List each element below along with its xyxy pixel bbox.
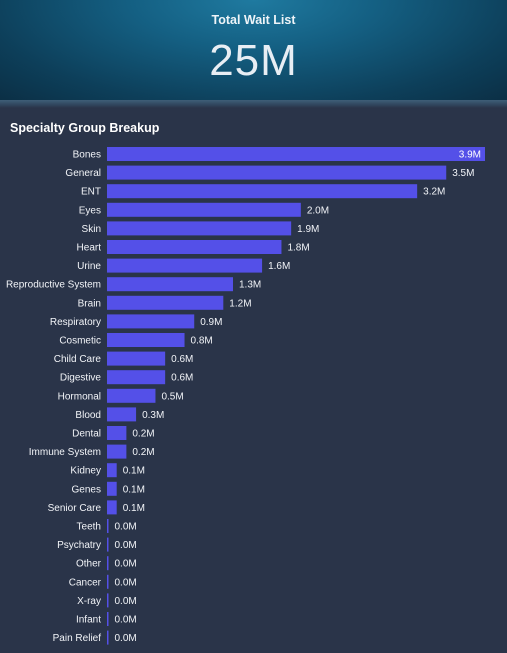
bar[interactable] bbox=[107, 277, 233, 292]
data-label: 2.0M bbox=[307, 205, 329, 216]
data-label: 0.1M bbox=[123, 466, 145, 477]
bar[interactable] bbox=[107, 556, 109, 571]
data-label: 0.2M bbox=[132, 429, 154, 440]
category-label: Pain Relief bbox=[53, 633, 102, 644]
bar[interactable] bbox=[107, 537, 109, 552]
data-label: 1.8M bbox=[287, 243, 309, 254]
category-label: Psychatry bbox=[57, 540, 101, 551]
bar[interactable] bbox=[107, 240, 282, 254]
category-label: Child Care bbox=[54, 354, 102, 365]
data-label: 3.5M bbox=[452, 168, 474, 179]
data-label: 0.8M bbox=[191, 336, 213, 347]
bar[interactable] bbox=[107, 351, 166, 366]
bar[interactable] bbox=[107, 407, 137, 422]
category-label: Blood bbox=[75, 410, 101, 421]
bar[interactable] bbox=[107, 258, 263, 273]
category-label: ENT bbox=[81, 187, 101, 198]
bar[interactable] bbox=[107, 574, 109, 589]
category-label: Reproductive System bbox=[6, 280, 101, 291]
category-label: Cosmetic bbox=[59, 336, 101, 347]
kpi-card: Total Wait List 25M bbox=[0, 0, 507, 100]
data-label: 1.2M bbox=[229, 298, 251, 309]
bar[interactable] bbox=[107, 500, 117, 515]
category-label: Genes bbox=[72, 484, 101, 495]
data-label: 0.5M bbox=[161, 391, 183, 402]
chart-title: Specialty Group Breakup bbox=[10, 121, 160, 135]
data-label: 3.2M bbox=[423, 187, 445, 198]
data-label: 0.1M bbox=[123, 484, 145, 495]
category-label: Immune System bbox=[29, 447, 101, 458]
data-label: 1.9M bbox=[297, 224, 319, 235]
bar[interactable] bbox=[107, 388, 156, 403]
data-label: 0.0M bbox=[115, 540, 137, 551]
category-label: Other bbox=[76, 559, 102, 570]
category-label: Infant bbox=[76, 615, 101, 626]
bar[interactable] bbox=[107, 612, 109, 626]
data-label: 0.3M bbox=[142, 410, 164, 421]
bar[interactable] bbox=[107, 314, 195, 329]
category-label: Teeth bbox=[77, 522, 101, 533]
category-label: Respiratory bbox=[50, 317, 101, 328]
category-label: Eyes bbox=[79, 205, 101, 216]
data-label: 0.0M bbox=[115, 596, 137, 607]
bar[interactable] bbox=[107, 165, 447, 180]
bar[interactable] bbox=[107, 463, 117, 478]
category-label: Urine bbox=[77, 261, 101, 272]
bar[interactable] bbox=[107, 295, 224, 310]
bar[interactable] bbox=[107, 221, 292, 236]
category-label: Bones bbox=[73, 150, 101, 161]
data-label: 0.0M bbox=[115, 522, 137, 533]
category-label: Hormonal bbox=[58, 391, 101, 402]
category-label: Digestive bbox=[60, 373, 102, 384]
category-label: General bbox=[65, 168, 101, 179]
data-label: 0.0M bbox=[115, 615, 137, 626]
bar[interactable] bbox=[107, 184, 418, 199]
bar[interactable] bbox=[107, 426, 127, 440]
category-label: X-ray bbox=[77, 596, 101, 607]
data-label: 0.0M bbox=[115, 577, 137, 588]
category-label: Skin bbox=[82, 224, 101, 235]
data-label: 0.0M bbox=[115, 633, 137, 644]
category-label: Senior Care bbox=[48, 503, 102, 514]
bar[interactable] bbox=[107, 333, 185, 347]
data-label: 0.0M bbox=[115, 559, 137, 570]
kpi-divider bbox=[0, 100, 507, 108]
data-label: 0.2M bbox=[132, 447, 154, 458]
bar[interactable] bbox=[107, 593, 109, 608]
category-label: Dental bbox=[72, 429, 101, 440]
kpi-title: Total Wait List bbox=[211, 13, 296, 27]
bar[interactable] bbox=[107, 444, 127, 459]
data-label: 1.6M bbox=[268, 261, 290, 272]
bar[interactable] bbox=[107, 630, 109, 645]
bar[interactable] bbox=[107, 202, 301, 217]
category-label: Cancer bbox=[69, 577, 102, 588]
data-label: 0.6M bbox=[171, 373, 193, 384]
data-label: 0.9M bbox=[200, 317, 222, 328]
data-label: 0.1M bbox=[123, 503, 145, 514]
kpi-value: 25M bbox=[209, 36, 298, 85]
bar[interactable] bbox=[107, 147, 485, 161]
category-label: Kidney bbox=[70, 466, 101, 477]
category-label: Brain bbox=[78, 298, 101, 309]
bar[interactable] bbox=[107, 370, 166, 385]
category-label: Heart bbox=[77, 243, 102, 254]
data-label: 1.3M bbox=[239, 280, 261, 291]
bar[interactable] bbox=[107, 519, 109, 533]
data-label: 0.6M bbox=[171, 354, 193, 365]
bar[interactable] bbox=[107, 481, 117, 496]
data-label: 3.9M bbox=[459, 150, 481, 161]
